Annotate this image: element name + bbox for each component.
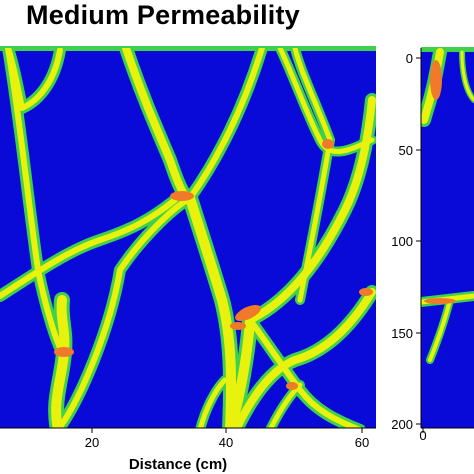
hotspot [235, 304, 261, 322]
right-y-tick-label: 150 [391, 326, 413, 341]
fracture-core [297, 137, 333, 303]
left-x-tick-label: 40 [219, 435, 233, 450]
figure-title: Medium Permeability [26, 0, 300, 30]
fracture-core [232, 288, 376, 428]
hotspot [170, 191, 194, 201]
left-x-axis-title: Distance (cm) [129, 456, 227, 473]
right-y-tick-label: 50 [399, 143, 413, 158]
fracture-core [428, 298, 452, 362]
left-fracture-network [0, 48, 376, 428]
hotspot [359, 288, 373, 296]
fracture-core [225, 315, 255, 428]
fracture-core [197, 377, 228, 428]
hotspot [54, 347, 74, 357]
left-x-tick-label: 60 [355, 435, 369, 450]
right-panel: 0 50 100 150 200 0 [391, 47, 474, 443]
fracture-core [247, 317, 363, 428]
fracture-core [246, 96, 376, 324]
right-x-tick-label: 0 [419, 428, 426, 443]
fracture-core [185, 193, 237, 428]
left-x-tick-label: 20 [85, 435, 99, 450]
right-y-tick-label: 200 [391, 417, 413, 432]
hotspot [286, 382, 298, 390]
right-fracture-network [421, 48, 474, 364]
right-panel-top-boundary [421, 47, 474, 52]
fracture-core [5, 48, 63, 111]
right-y-tick-label: 0 [406, 51, 413, 66]
fracture-core [460, 50, 474, 102]
hotspot [424, 298, 456, 304]
hotspot [322, 139, 334, 149]
right-y-tick-label: 100 [391, 234, 413, 249]
left-panel: 20 40 60 Distance (cm) [0, 46, 376, 473]
fracture-core [292, 48, 333, 143]
fracture-core [5, 48, 65, 355]
left-panel-top-boundary [0, 46, 376, 51]
hotspot [430, 60, 442, 100]
fracture-core [55, 195, 193, 428]
fracture-core [277, 48, 375, 155]
hotspot [230, 322, 246, 330]
fracture-core [0, 197, 178, 299]
fracture-core [187, 48, 265, 201]
fracture-core [268, 382, 303, 428]
